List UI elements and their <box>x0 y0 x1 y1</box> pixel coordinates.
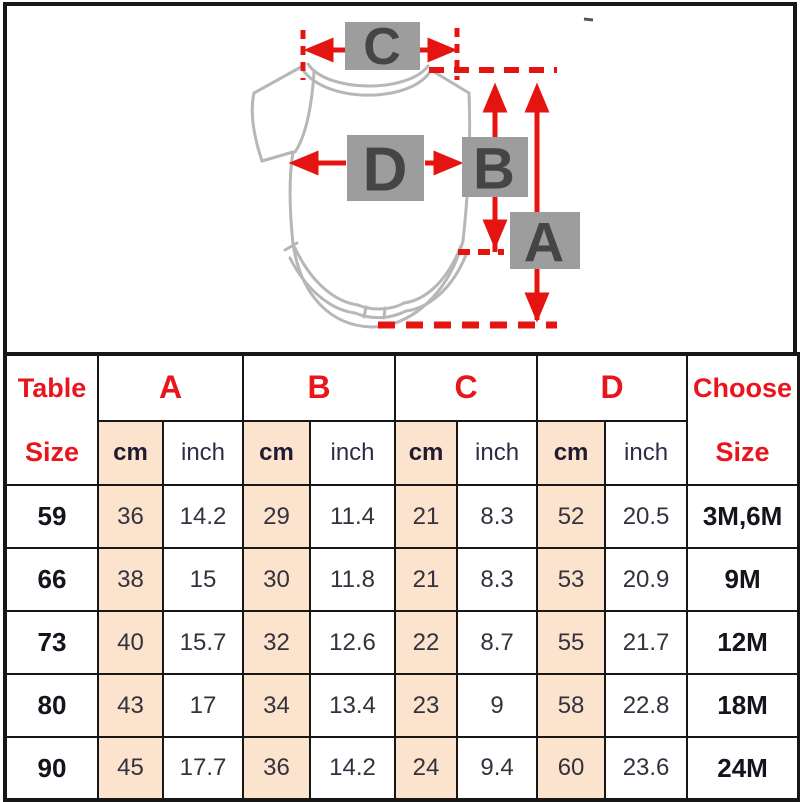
header-units-row: cm inch cm inch cm inch cm inch <box>5 419 799 486</box>
choose-size-header-cell: Choose Size <box>686 353 800 486</box>
b-inch-value: 11.8 <box>309 547 397 612</box>
a-cm-value: 43 <box>97 673 164 738</box>
c-inch-value: 9.4 <box>456 736 539 801</box>
size-value: 90 <box>4 736 99 801</box>
measure-letter-a: A <box>524 211 564 274</box>
b-cm-value: 36 <box>242 736 312 801</box>
c-inch-value: 8.3 <box>456 547 539 612</box>
a-inch-value: 17.7 <box>161 736 245 801</box>
c-cm-value: 23 <box>394 673 459 738</box>
b-cm-value: 29 <box>242 484 312 549</box>
label-box-c <box>345 22 420 70</box>
b-inch-value: 12.6 <box>309 610 397 675</box>
unit-header-c-inch: inch <box>456 419 539 486</box>
size-value: 66 <box>4 547 99 612</box>
unit-header-b-inch: inch <box>309 419 397 486</box>
d-inch-value: 20.9 <box>604 547 689 612</box>
bodysuit-measurement-diagram: C D B A <box>250 17 594 329</box>
col-header-c: C <box>394 353 539 422</box>
corner-header-line1: Table <box>17 372 87 403</box>
header-letters-row: Table Size A B C D Choose Size <box>4 353 800 486</box>
unit-header-d-cm: cm <box>536 419 607 486</box>
label-box-d <box>347 135 424 201</box>
unit-header-b-cm: cm <box>242 419 312 486</box>
d-cm-value: 60 <box>536 736 607 801</box>
d-cm-value: 55 <box>536 610 607 675</box>
d-inch-value: 20.5 <box>604 484 689 549</box>
unit-header-c-cm: cm <box>394 419 459 486</box>
col-header-d: D <box>536 353 689 422</box>
c-inch-value: 8.7 <box>456 610 539 675</box>
choose-size-value: 12M <box>686 610 800 675</box>
c-cm-value: 21 <box>394 547 459 612</box>
corner-header-line2: Size <box>24 436 80 467</box>
a-inch-value: 15.7 <box>161 610 245 675</box>
measurement-arrows <box>288 28 557 329</box>
measure-letter-b: B <box>473 137 515 202</box>
d-inch-value: 23.6 <box>604 736 689 801</box>
b-inch-value: 13.4 <box>309 673 397 738</box>
choose-size-value: 24M <box>686 736 800 801</box>
d-inch-value: 22.8 <box>604 673 689 738</box>
corner-header-cell: Table Size <box>4 353 99 486</box>
measure-letter-d: D <box>363 136 408 205</box>
d-inch-value: 21.7 <box>604 610 689 675</box>
c-cm-value: 21 <box>394 484 459 549</box>
c-cm-value: 24 <box>394 736 459 801</box>
choose-size-value: 9M <box>686 547 800 612</box>
a-cm-value: 38 <box>97 547 164 612</box>
measure-label-boxes: C D B A <box>345 18 580 274</box>
choose-header-line1: Choose <box>693 372 793 403</box>
b-inch-value: 11.4 <box>309 484 397 549</box>
c-inch-value: 9 <box>456 673 539 738</box>
a-inch-value: 17 <box>161 673 245 738</box>
a-cm-value: 36 <box>97 484 164 549</box>
unit-header-a-inch: inch <box>161 419 245 486</box>
measure-letter-c: C <box>363 18 401 76</box>
size-value: 59 <box>4 484 99 549</box>
d-cm-value: 52 <box>536 484 607 549</box>
stray-mark <box>583 17 594 22</box>
b-inch-value: 14.2 <box>309 736 397 801</box>
label-box-a <box>510 212 580 269</box>
choose-header-line2: Size <box>715 436 770 467</box>
a-cm-value: 40 <box>97 610 164 675</box>
choose-size-value: 3M,6M <box>686 484 800 549</box>
choose-size-value: 18M <box>686 673 800 738</box>
col-header-b: B <box>242 353 397 422</box>
col-header-a: A <box>96 353 245 422</box>
label-box-b <box>462 137 528 197</box>
unit-header-d-inch: inch <box>604 419 689 486</box>
size-row-66: 66 38 15 30 11.8 21 8.3 53 20.9 9M <box>4 547 800 612</box>
size-row-59: 59 36 14.2 29 11.4 21 8.3 52 20.5 3M,6M <box>4 484 800 549</box>
c-inch-value: 8.3 <box>456 484 539 549</box>
c-cm-value: 22 <box>394 610 459 675</box>
a-inch-value: 15 <box>161 547 245 612</box>
size-value: 80 <box>4 673 99 738</box>
size-table: Table Size A B C D Choose Size cm inch c… <box>3 352 800 802</box>
d-cm-value: 53 <box>536 547 607 612</box>
a-inch-value: 14.2 <box>161 484 245 549</box>
b-cm-value: 32 <box>242 610 312 675</box>
a-cm-value: 45 <box>97 736 164 801</box>
b-cm-value: 30 <box>242 547 312 612</box>
size-row-73: 73 40 15.7 32 12.6 22 8.7 55 21.7 12M <box>4 610 800 675</box>
size-value: 73 <box>4 610 99 675</box>
b-cm-value: 34 <box>242 673 312 738</box>
d-cm-value: 58 <box>536 673 607 738</box>
size-row-80: 80 43 17 34 13.4 23 9 58 22.8 18M <box>4 673 800 738</box>
unit-header-a-cm: cm <box>97 419 164 486</box>
size-row-90: 90 45 17.7 36 14.2 24 9.4 60 23.6 24M <box>4 736 800 801</box>
